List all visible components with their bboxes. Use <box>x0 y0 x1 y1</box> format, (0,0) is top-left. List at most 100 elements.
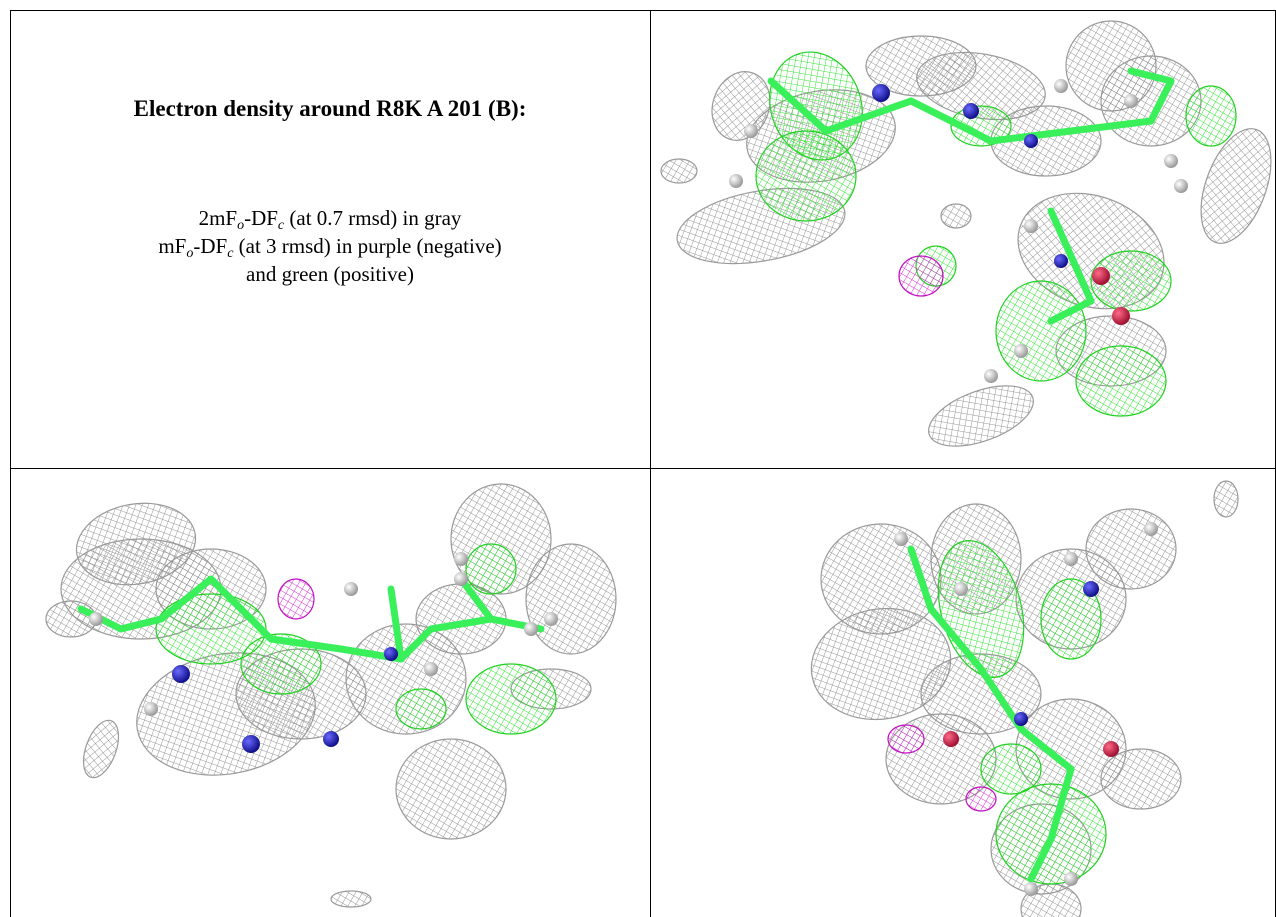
atom <box>1054 79 1068 93</box>
legend-text: (at 0.7 rmsd) in gray <box>284 206 462 230</box>
atom <box>1174 179 1188 193</box>
bond <box>1047 765 1075 843</box>
gray-mesh <box>1085 508 1177 590</box>
gray-mesh <box>1100 55 1202 147</box>
green-mesh <box>395 688 447 730</box>
subscript: o <box>186 246 194 261</box>
atom <box>454 572 468 586</box>
density-image <box>45 483 617 908</box>
bond <box>1127 67 1175 85</box>
caption-title: Electron density around R8K A 201 (B): <box>133 96 527 121</box>
subscript: c <box>227 246 234 261</box>
gray-mesh <box>1200 128 1272 244</box>
green-mesh <box>1040 578 1102 660</box>
bond <box>1147 77 1175 125</box>
atom <box>1164 154 1178 168</box>
legend-text: mF <box>158 234 187 258</box>
gray-mesh <box>395 738 507 840</box>
bond <box>767 77 830 135</box>
atom <box>454 552 468 566</box>
green-mesh <box>1075 345 1167 417</box>
atom <box>344 582 358 596</box>
legend-text: 2mF <box>198 206 238 230</box>
atom <box>1124 94 1138 108</box>
bond <box>457 575 495 623</box>
gray-mesh <box>1213 480 1239 518</box>
bond <box>397 625 435 663</box>
bond <box>117 615 165 633</box>
atom <box>1064 872 1078 886</box>
atom <box>894 532 908 546</box>
atom <box>1092 267 1110 285</box>
bond <box>427 615 495 633</box>
atom <box>384 647 398 661</box>
table-border <box>10 468 1276 469</box>
legend-line: and green (positive) <box>10 260 650 288</box>
green-mesh <box>465 663 557 735</box>
density-image <box>660 20 1272 447</box>
atom <box>1024 882 1038 896</box>
atom <box>1083 581 1099 597</box>
atom <box>1144 522 1158 536</box>
green-mesh <box>980 743 1042 795</box>
bond <box>1027 835 1055 883</box>
bond <box>1047 297 1095 325</box>
legend-text: and green (positive) <box>246 262 414 286</box>
gray-mesh <box>330 890 372 908</box>
green-mesh <box>755 130 857 222</box>
gray-mesh <box>928 385 1034 447</box>
atom <box>1054 254 1068 268</box>
table-border <box>10 10 11 917</box>
atom <box>323 731 339 747</box>
gray-mesh <box>940 203 972 229</box>
bond <box>1017 725 1075 773</box>
bond <box>157 575 215 623</box>
bond <box>387 585 405 663</box>
atom <box>1112 307 1130 325</box>
purple-mesh <box>887 724 925 754</box>
atom <box>242 735 260 753</box>
atom <box>872 84 890 102</box>
subscript: c <box>277 218 285 233</box>
bond <box>907 97 995 145</box>
subscript: o <box>237 218 245 233</box>
atom <box>424 662 438 676</box>
green-mesh <box>995 280 1087 382</box>
green-mesh <box>1185 85 1237 147</box>
atom <box>144 702 158 716</box>
bond <box>267 635 345 653</box>
bond <box>927 605 985 673</box>
green-mesh <box>240 633 322 695</box>
purple-mesh <box>277 578 315 620</box>
atom <box>544 612 558 626</box>
legend-line: 2mFo-DFc (at 0.7 rmsd) in gray <box>10 204 650 233</box>
green-mesh <box>465 543 517 595</box>
green-mesh <box>1090 250 1172 312</box>
atom <box>954 582 968 596</box>
atom <box>524 622 538 636</box>
bond <box>1047 207 1095 305</box>
atom <box>1014 712 1028 726</box>
legend-text: -DF <box>244 206 278 230</box>
atom <box>943 731 959 747</box>
purple-mesh <box>965 786 997 812</box>
atom <box>1024 134 1038 148</box>
atom <box>1024 219 1038 233</box>
table-border <box>10 10 1276 11</box>
gray-mesh <box>525 543 617 655</box>
purple-mesh <box>898 255 944 297</box>
green-mesh <box>155 593 267 665</box>
atom <box>744 124 758 138</box>
atom <box>729 174 743 188</box>
density-image <box>810 480 1239 917</box>
bond <box>907 545 935 613</box>
bond <box>822 97 915 135</box>
table-border <box>650 10 651 917</box>
atom <box>963 103 979 119</box>
atom <box>172 665 190 683</box>
atom <box>984 369 998 383</box>
bond <box>1067 117 1155 135</box>
atom <box>1014 344 1028 358</box>
legend-line: mFo-DFc (at 3 rmsd) in purple (negative) <box>10 232 650 261</box>
atom <box>89 612 103 626</box>
